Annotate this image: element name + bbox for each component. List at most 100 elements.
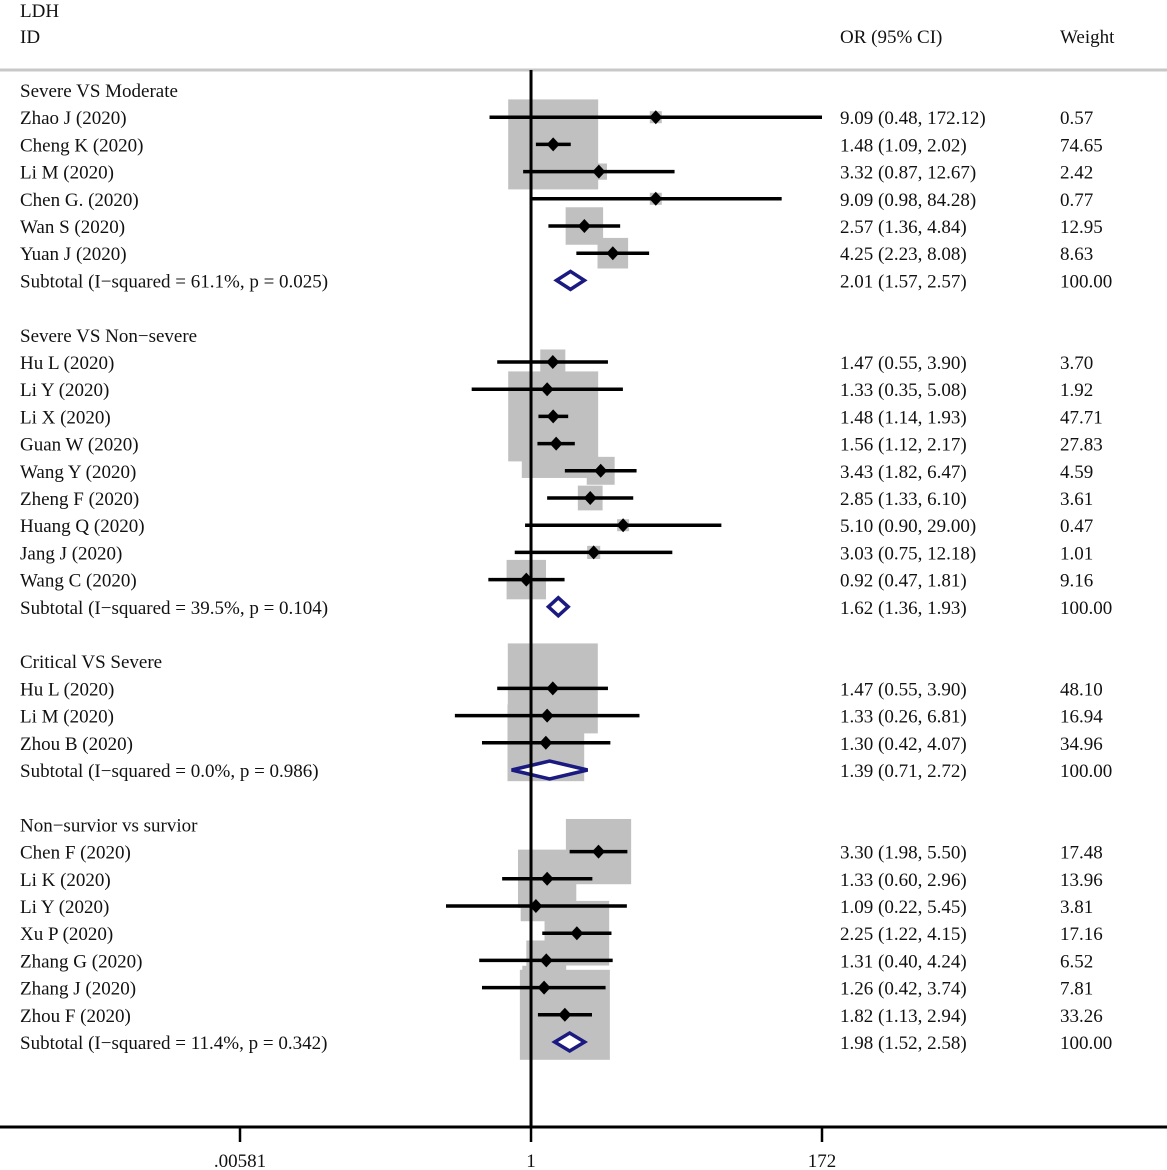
study-or-ci: 2.57 (1.36, 4.84) [840, 217, 967, 238]
study-or-ci: 9.09 (0.98, 84.28) [840, 190, 976, 211]
study-label: Huang Q (2020) [20, 516, 145, 537]
study-weight: 33.26 [1060, 1006, 1103, 1027]
study-label: Li Y (2020) [20, 380, 109, 401]
study-or-ci: 1.31 (0.40, 4.24) [840, 951, 967, 972]
study-label: Wang Y (2020) [20, 462, 136, 483]
study-weight: 0.47 [1060, 516, 1093, 537]
subtotal-weight: 100.00 [1060, 271, 1112, 292]
marker-layer [446, 110, 822, 1054]
study-weight: 1.92 [1060, 380, 1093, 401]
study-or-ci: 2.25 (1.22, 4.15) [840, 924, 967, 945]
x-axis-tick-label: 1 [526, 1151, 536, 1170]
study-or-ci: 9.09 (0.48, 172.12) [840, 108, 986, 129]
point-estimate [540, 382, 554, 397]
study-label: Li Y (2020) [20, 897, 109, 918]
study-weight: 6.52 [1060, 951, 1093, 972]
study-label: Li M (2020) [20, 163, 114, 184]
point-estimate [546, 409, 560, 424]
study-or-ci: 2.85 (1.33, 6.10) [840, 489, 967, 510]
study-or-ci: 1.48 (1.09, 2.02) [840, 135, 967, 156]
group-heading: Severe VS Non−severe [20, 326, 197, 347]
study-label: Chen F (2020) [20, 843, 131, 864]
study-weight: 74.65 [1060, 135, 1103, 156]
study-weight: 16.94 [1060, 707, 1103, 728]
point-estimate [539, 735, 553, 750]
subtotal-or-ci: 2.01 (1.57, 2.57) [840, 271, 967, 292]
study-weight: 1.01 [1060, 543, 1093, 564]
study-or-ci: 1.26 (0.42, 3.74) [840, 979, 967, 1000]
study-weight: 13.96 [1060, 870, 1103, 891]
x-axis-tick-label: 172 [808, 1151, 837, 1170]
point-estimate [540, 708, 554, 723]
subtotal-label: Subtotal (I−squared = 39.5%, p = 0.104) [20, 598, 328, 619]
study-weight: 34.96 [1060, 734, 1103, 755]
text-layer: Severe VS Moderate Zhao J (2020) 9.09 (0.4… [20, 81, 1112, 1054]
study-weight: 7.81 [1060, 979, 1093, 1000]
point-estimate [558, 1007, 572, 1022]
subtotal-weight: 100.00 [1060, 598, 1112, 619]
id-column-header: ID [20, 27, 40, 48]
study-label: Cheng K (2020) [20, 135, 143, 156]
point-estimate [549, 436, 563, 451]
study-label: Zhou F (2020) [20, 1006, 131, 1027]
point-estimate [570, 926, 584, 941]
study-label: Li K (2020) [20, 870, 111, 891]
study-label: Zheng F (2020) [20, 489, 139, 510]
study-or-ci: 1.48 (1.14, 1.93) [840, 407, 967, 428]
study-or-ci: 1.56 (1.12, 2.17) [840, 435, 967, 456]
study-or-ci: 3.32 (0.87, 12.67) [840, 163, 976, 184]
study-or-ci: 0.92 (0.47, 1.81) [840, 571, 967, 592]
point-estimate [546, 137, 560, 152]
or-column-header: OR (95% CI) [840, 27, 942, 48]
x-axis-tick-label: .00581 [214, 1151, 266, 1170]
point-estimate [616, 518, 630, 533]
study-label: Wan S (2020) [20, 217, 125, 238]
study-or-ci: 3.43 (1.82, 6.47) [840, 462, 967, 483]
point-estimate [592, 164, 606, 179]
study-weight: 17.48 [1060, 843, 1103, 864]
study-weight: 3.61 [1060, 489, 1093, 510]
study-or-ci: 3.03 (0.75, 12.18) [840, 543, 976, 564]
study-or-ci: 1.09 (0.22, 5.45) [840, 897, 967, 918]
study-label: Chen G. (2020) [20, 190, 139, 211]
subtotal-or-ci: 1.39 (0.71, 2.72) [840, 761, 967, 782]
study-label: Jang J (2020) [20, 543, 122, 564]
study-label: Xu P (2020) [20, 924, 113, 945]
subtotal-weight: 100.00 [1060, 761, 1112, 782]
study-or-ci: 4.25 (2.23, 8.08) [840, 244, 967, 265]
study-or-ci: 1.33 (0.35, 5.08) [840, 380, 967, 401]
point-estimate [594, 463, 608, 478]
study-or-ci: 1.33 (0.26, 6.81) [840, 707, 967, 728]
point-estimate [587, 545, 601, 560]
study-or-ci: 5.10 (0.90, 29.00) [840, 516, 976, 537]
point-estimate [540, 871, 554, 886]
study-weight: 47.71 [1060, 407, 1103, 428]
study-label: Li M (2020) [20, 707, 114, 728]
study-or-ci: 1.47 (0.55, 3.90) [840, 679, 967, 700]
x-axis: .00581 1 172 [0, 1125, 1167, 1170]
study-label: Zhou B (2020) [20, 734, 133, 755]
point-estimate [592, 844, 606, 859]
subtotal-diamond [553, 269, 588, 292]
outcome-label: LDH [20, 1, 59, 22]
subtotal-or-ci: 1.62 (1.36, 1.93) [840, 598, 967, 619]
study-weight: 9.16 [1060, 571, 1093, 592]
subtotal-weight: 100.00 [1060, 1033, 1112, 1054]
point-estimate [546, 355, 560, 369]
study-weight: 8.63 [1060, 244, 1093, 265]
study-label: Hu L (2020) [20, 353, 114, 374]
study-weight: 4.59 [1060, 462, 1093, 483]
subtotal-or-ci: 1.98 (1.52, 2.58) [840, 1033, 967, 1054]
study-label: Li X (2020) [20, 407, 111, 428]
point-estimate [537, 980, 551, 995]
group-heading: Non−survior vs survior [20, 815, 198, 836]
study-or-ci: 1.82 (1.13, 2.94) [840, 1006, 967, 1027]
study-weight: 27.83 [1060, 435, 1103, 456]
study-label: Hu L (2020) [20, 679, 114, 700]
study-weight: 0.77 [1060, 190, 1093, 211]
study-weight: 12.95 [1060, 217, 1103, 238]
point-estimate [583, 491, 597, 505]
point-estimate [577, 219, 591, 233]
point-estimate [539, 953, 553, 968]
